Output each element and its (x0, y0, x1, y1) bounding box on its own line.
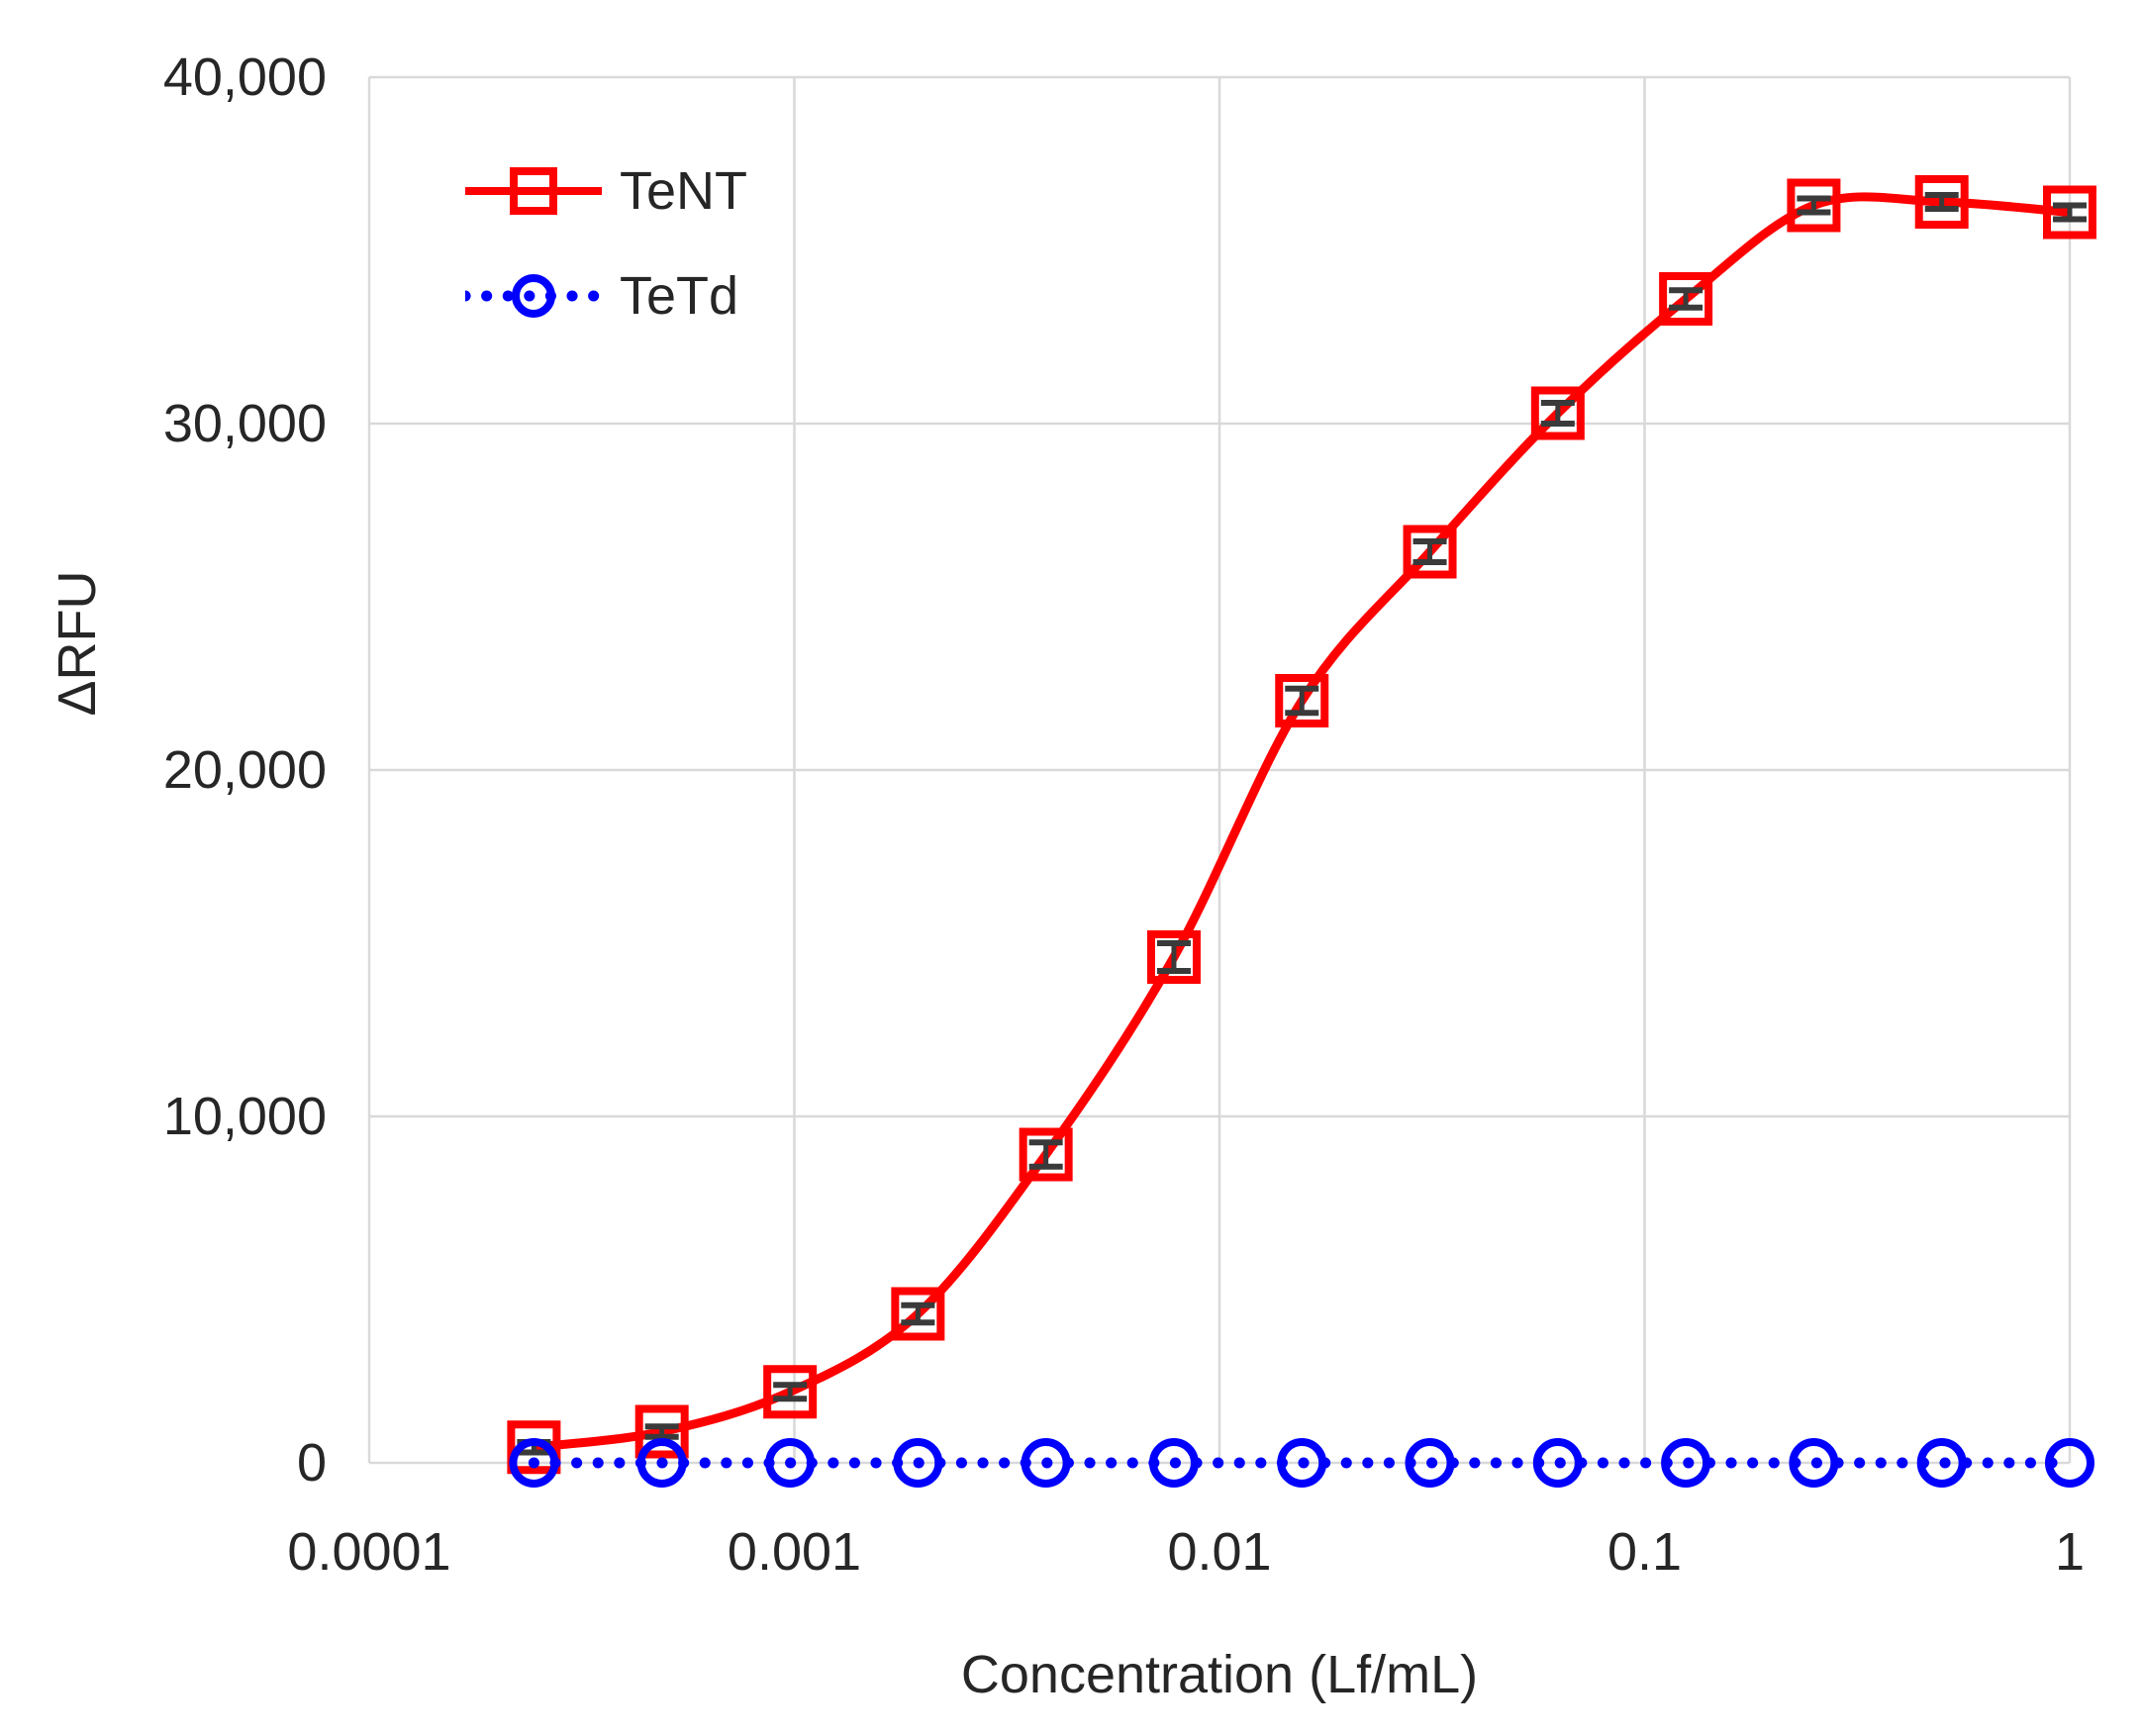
tent-marker-square (891, 1287, 945, 1341)
tetd-marker-circle (1277, 1438, 1327, 1488)
tetd-marker-circle (1789, 1438, 1839, 1488)
tetd-marker-circle (1916, 1438, 1967, 1488)
tent-marker-square (1019, 1127, 1073, 1182)
x-tick-label: 0.0001 (287, 1522, 451, 1582)
tetd-marker-circle (1021, 1438, 1071, 1488)
x-tick-label: 0.1 (1606, 1522, 1683, 1582)
y-tick-label: 10,000 (162, 1087, 327, 1146)
tetd-marker-circle (893, 1438, 943, 1488)
y-tick-label: 0 (296, 1433, 327, 1493)
tent-marker-square (2043, 185, 2096, 240)
legend-label-tetd: TeTd (620, 266, 739, 326)
tent-marker-square (1914, 175, 1969, 229)
tetd-marker-circle (509, 1438, 559, 1488)
legend-swatch-marker (512, 274, 555, 318)
tent-line (533, 192, 2071, 1452)
series-tetd (509, 1438, 2094, 1488)
tent-marker-square (634, 1404, 689, 1459)
tetd-marker-circle (1532, 1438, 1583, 1488)
legend-swatch-marker (510, 167, 557, 215)
legend-item-tetd: TeTd (465, 243, 747, 348)
y-tick-label: 40,000 (162, 48, 327, 107)
tetd-marker-circle (1661, 1438, 1711, 1488)
tent-marker-square (507, 1420, 561, 1475)
x-tick-label: 0.001 (727, 1522, 862, 1582)
tent-marker-square (1146, 930, 1201, 984)
tent-legend-swatch (465, 167, 602, 215)
tetd-marker-circle (636, 1438, 687, 1488)
tent-marker-square (1787, 178, 1841, 233)
tent-marker-square (1659, 272, 1713, 326)
series-tent (507, 175, 2096, 1475)
y-tick-label: 30,000 (162, 394, 327, 453)
tetd-marker-circle (2045, 1438, 2094, 1488)
x-tick-label: 0.01 (1167, 1522, 1272, 1582)
y-tick-label: 20,000 (162, 740, 327, 800)
legend-item-tent: TeNT (465, 139, 747, 243)
tetd-marker-circle (1405, 1438, 1455, 1488)
x-axis-title: Concentration (Lf/mL) (960, 1645, 1479, 1704)
tetd-legend-swatch (465, 274, 602, 318)
tetd-marker-circle (765, 1438, 816, 1488)
tent-marker-square (763, 1365, 818, 1419)
tent-marker-square (1275, 674, 1329, 727)
tetd-marker-circle (1148, 1438, 1199, 1488)
tent-marker-square (1403, 525, 1457, 579)
tent-marker-square (1530, 386, 1585, 440)
legend-label-tent: TeNT (620, 161, 748, 221)
legend: TeNT TeTd (465, 139, 747, 348)
y-axis-title: ΔRFU (48, 570, 107, 717)
x-tick-label: 1 (2054, 1522, 2086, 1582)
